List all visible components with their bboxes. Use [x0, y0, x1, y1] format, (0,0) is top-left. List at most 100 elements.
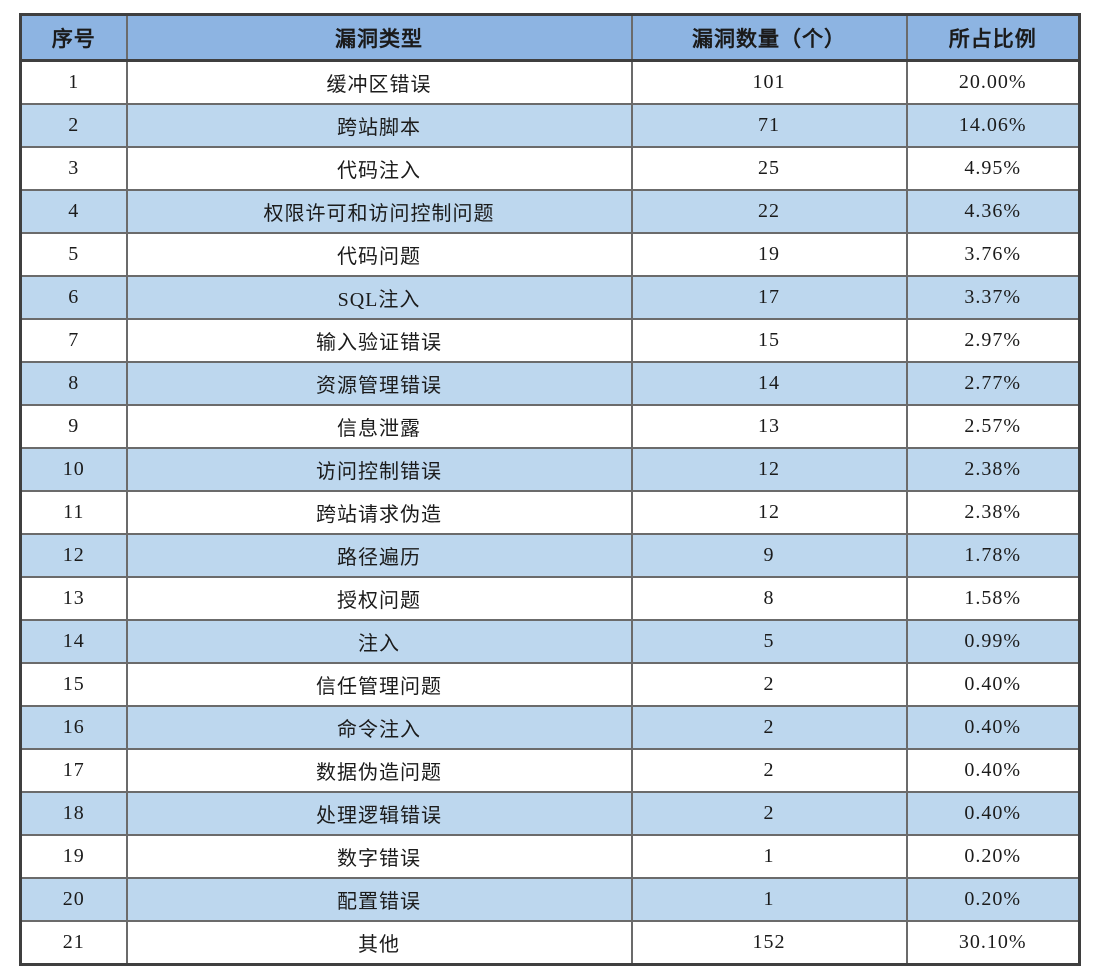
cell-index: 18 — [19, 791, 128, 836]
cell-vuln-type: 路径遍历 — [125, 533, 633, 578]
cell-vuln-count: 14 — [630, 361, 908, 406]
cell-vuln-type: 配置错误 — [125, 877, 633, 922]
cell-vuln-type: 信任管理问题 — [125, 662, 633, 707]
cell-vuln-type: SQL注入 — [125, 275, 633, 320]
cell-vuln-count: 2 — [630, 748, 908, 793]
cell-vuln-type: 命令注入 — [125, 705, 633, 750]
table-body: 1 缓冲区错误 101 20.00% 2 跨站脚本 71 14.06% 3 代码注入 25 4.95%… — [19, 59, 1081, 966]
col-header-vuln-count: 漏洞数量（个） — [630, 13, 908, 62]
cell-index: 14 — [19, 619, 128, 664]
table-row: 7 输入验证错误 15 2.97% — [19, 318, 1081, 363]
table-row: 9 信息泄露 13 2.57% — [19, 404, 1081, 449]
table-row: 3 代码注入 25 4.95% — [19, 146, 1081, 191]
cell-index: 15 — [19, 662, 128, 707]
cell-vuln-count: 19 — [630, 232, 908, 277]
table-row: 4 权限许可和访问控制问题 22 4.36% — [19, 189, 1081, 234]
cell-index: 20 — [19, 877, 128, 922]
cell-vuln-count: 8 — [630, 576, 908, 621]
cell-vuln-count: 2 — [630, 705, 908, 750]
table-row: 17 数据伪造问题 2 0.40% — [19, 748, 1081, 793]
cell-index: 5 — [19, 232, 128, 277]
cell-vuln-count: 2 — [630, 791, 908, 836]
cell-index: 12 — [19, 533, 128, 578]
cell-ratio: 0.99% — [905, 619, 1081, 664]
table-row: 21 其他 152 30.10% — [19, 920, 1081, 966]
cell-vuln-type: 缓冲区错误 — [125, 59, 633, 105]
cell-vuln-count: 22 — [630, 189, 908, 234]
cell-ratio: 0.20% — [905, 834, 1081, 879]
cell-index: 11 — [19, 490, 128, 535]
cell-ratio: 0.40% — [905, 748, 1081, 793]
cell-vuln-type: 跨站请求伪造 — [125, 490, 633, 535]
cell-vuln-type: 数据伪造问题 — [125, 748, 633, 793]
table-row: 20 配置错误 1 0.20% — [19, 877, 1081, 922]
cell-vuln-type: 代码问题 — [125, 232, 633, 277]
cell-ratio: 2.97% — [905, 318, 1081, 363]
cell-ratio: 1.58% — [905, 576, 1081, 621]
cell-vuln-count: 13 — [630, 404, 908, 449]
table-row: 5 代码问题 19 3.76% — [19, 232, 1081, 277]
cell-vuln-type: 信息泄露 — [125, 404, 633, 449]
table-row: 1 缓冲区错误 101 20.00% — [19, 59, 1081, 105]
cell-index: 3 — [19, 146, 128, 191]
cell-ratio: 2.38% — [905, 490, 1081, 535]
cell-vuln-count: 101 — [630, 59, 908, 105]
table-row: 2 跨站脚本 71 14.06% — [19, 103, 1081, 148]
table-row: 10 访问控制错误 12 2.38% — [19, 447, 1081, 492]
cell-index: 9 — [19, 404, 128, 449]
cell-ratio: 0.40% — [905, 705, 1081, 750]
cell-index: 19 — [19, 834, 128, 879]
cell-index: 1 — [19, 59, 128, 105]
cell-vuln-type: 输入验证错误 — [125, 318, 633, 363]
col-header-vuln-type: 漏洞类型 — [125, 13, 633, 62]
cell-vuln-count: 12 — [630, 447, 908, 492]
table-row: 6 SQL注入 17 3.37% — [19, 275, 1081, 320]
cell-ratio: 3.37% — [905, 275, 1081, 320]
cell-index: 10 — [19, 447, 128, 492]
cell-index: 21 — [19, 920, 128, 966]
cell-vuln-count: 1 — [630, 877, 908, 922]
cell-vuln-count: 15 — [630, 318, 908, 363]
cell-index: 16 — [19, 705, 128, 750]
table-row: 12 路径遍历 9 1.78% — [19, 533, 1081, 578]
table-row: 14 注入 5 0.99% — [19, 619, 1081, 664]
table-row: 16 命令注入 2 0.40% — [19, 705, 1081, 750]
cell-vuln-type: 资源管理错误 — [125, 361, 633, 406]
cell-index: 7 — [19, 318, 128, 363]
cell-ratio: 14.06% — [905, 103, 1081, 148]
table-row: 18 处理逻辑错误 2 0.40% — [19, 791, 1081, 836]
cell-vuln-count: 71 — [630, 103, 908, 148]
cell-index: 17 — [19, 748, 128, 793]
cell-vuln-type: 授权问题 — [125, 576, 633, 621]
header-row: 序号 漏洞类型 漏洞数量（个） 所占比例 — [19, 13, 1081, 62]
cell-ratio: 4.95% — [905, 146, 1081, 191]
cell-vuln-count: 1 — [630, 834, 908, 879]
cell-ratio: 0.40% — [905, 662, 1081, 707]
cell-ratio: 0.20% — [905, 877, 1081, 922]
cell-ratio: 1.78% — [905, 533, 1081, 578]
cell-ratio: 2.38% — [905, 447, 1081, 492]
cell-vuln-count: 2 — [630, 662, 908, 707]
cell-index: 4 — [19, 189, 128, 234]
cell-index: 13 — [19, 576, 128, 621]
cell-ratio: 4.36% — [905, 189, 1081, 234]
cell-index: 6 — [19, 275, 128, 320]
col-header-ratio: 所占比例 — [905, 13, 1081, 62]
cell-vuln-type: 访问控制错误 — [125, 447, 633, 492]
cell-ratio: 3.76% — [905, 232, 1081, 277]
table-row: 19 数字错误 1 0.20% — [19, 834, 1081, 879]
cell-vuln-type: 其他 — [125, 920, 633, 966]
cell-vuln-type: 数字错误 — [125, 834, 633, 879]
table-row: 13 授权问题 8 1.58% — [19, 576, 1081, 621]
table-row: 11 跨站请求伪造 12 2.38% — [19, 490, 1081, 535]
cell-vuln-type: 权限许可和访问控制问题 — [125, 189, 633, 234]
cell-vuln-count: 12 — [630, 490, 908, 535]
cell-ratio: 0.40% — [905, 791, 1081, 836]
cell-index: 2 — [19, 103, 128, 148]
vulnerability-stats-table: 序号 漏洞类型 漏洞数量（个） 所占比例 1 缓冲区错误 101 20.00% 2 跨站脚… — [19, 13, 1081, 966]
cell-vuln-count: 9 — [630, 533, 908, 578]
cell-ratio: 2.57% — [905, 404, 1081, 449]
cell-vuln-type: 代码注入 — [125, 146, 633, 191]
col-header-index: 序号 — [19, 13, 128, 62]
cell-ratio: 2.77% — [905, 361, 1081, 406]
